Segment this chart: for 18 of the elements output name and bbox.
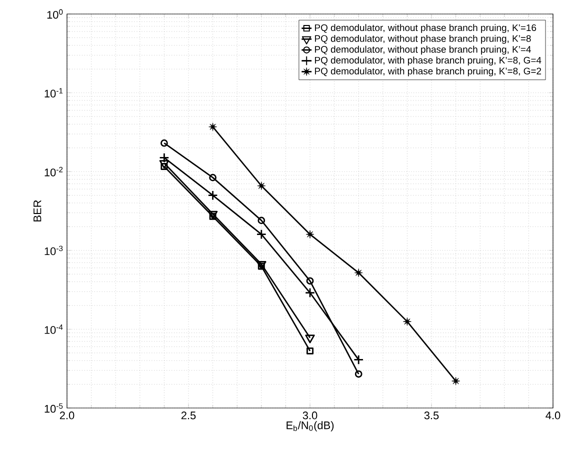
x-axis-title: E$_{b}$/N$_{0}$(dB) bbox=[286, 421, 334, 432]
y-tick-label: 10$^{-4}$ bbox=[44, 324, 63, 334]
x-tick-label: 3.5 bbox=[424, 412, 439, 420]
legend-label: PQ demodulator, without phase branch pruing, K’=16 bbox=[315, 24, 536, 33]
legend-label: PQ demodulator, without phase branch pruing, K’=8 bbox=[315, 34, 531, 44]
legend-label: PQ demodulator, with phase branch pruing, K’=8, G=4 bbox=[315, 56, 542, 66]
x-tick-label: 2.0 bbox=[60, 412, 74, 420]
y-tick-label: 10$^{-1}$ bbox=[44, 88, 63, 98]
legend-label: PQ demodulator, without phase branch pruing, K’=4 bbox=[315, 46, 531, 55]
y-tick-label: 10$^{-5}$ bbox=[44, 403, 63, 413]
legend-label: PQ demodulator, with phase branch pruing, K’=8, G=2 bbox=[315, 67, 542, 76]
y-tick-label: 10$^{-3}$ bbox=[44, 246, 63, 256]
y-axis-title: BER bbox=[34, 200, 42, 222]
y-tick-label: 10$^{0}$ bbox=[47, 9, 63, 19]
x-tick-label: 4.0 bbox=[546, 412, 560, 420]
x-tick-label: 2.5 bbox=[181, 412, 196, 420]
x-tick-label: 3.0 bbox=[302, 412, 318, 420]
y-tick-label: 10$^{-2}$ bbox=[44, 166, 63, 176]
